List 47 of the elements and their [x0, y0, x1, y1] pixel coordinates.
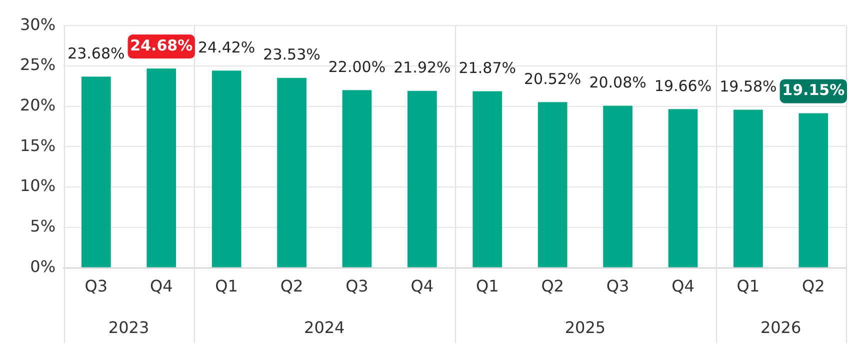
bar [538, 102, 568, 268]
data-label: 24.68% [130, 36, 193, 54]
text: 2024 [304, 318, 345, 338]
data-label: 19.58% [720, 78, 777, 96]
data-label: 20.52% [524, 70, 582, 88]
bar [668, 109, 698, 268]
data-label: 19.15% [782, 81, 845, 100]
data-label: 24.42% [198, 38, 256, 57]
data-label: 22.00% [328, 58, 386, 76]
x-tick-label: Q1 [215, 276, 238, 296]
bar [81, 76, 111, 268]
data-label: 19.66% [654, 76, 712, 95]
data-label: 23.68% [68, 44, 125, 63]
bar [798, 113, 828, 268]
x-tick-label: Q1 [736, 276, 760, 296]
text: 2026 [760, 318, 802, 338]
y-tick-label: 30% [20, 14, 56, 34]
y-tick-label: 5% [30, 216, 56, 236]
bar [277, 78, 306, 268]
bar [146, 68, 176, 268]
y-tick-label: 20% [20, 95, 56, 114]
bar [342, 90, 372, 268]
bar [734, 110, 763, 268]
bar [603, 106, 632, 268]
data-label: 21.92% [394, 58, 451, 77]
x-tick-label: Q3 [84, 276, 108, 296]
bar [472, 91, 502, 268]
x-tick-label: Q2 [280, 276, 304, 296]
y-tick-label: 0% [30, 256, 56, 276]
bar [212, 70, 242, 268]
x-tick-label: Q4 [410, 276, 434, 296]
bar [408, 90, 437, 268]
x-tick-label: Q2 [541, 276, 564, 296]
data-label: 23.53% [263, 46, 320, 64]
x-tick-label: Q1 [476, 276, 499, 296]
x-tick-label: Q3 [346, 276, 368, 296]
text: 2025 [564, 318, 606, 338]
x-tick-label: Q4 [150, 276, 173, 296]
y-tick-label: 25% [20, 55, 56, 74]
x-tick-label: Q2 [802, 276, 825, 296]
data-label: 21.87% [458, 59, 516, 78]
y-tick-label: 15% [20, 136, 56, 155]
text: 2023 [108, 318, 150, 338]
y-tick-label: 10% [20, 176, 56, 196]
x-tick-label: Q3 [606, 276, 630, 296]
x-tick-label: Q4 [672, 276, 694, 296]
data-label: 20.08% [589, 74, 646, 92]
